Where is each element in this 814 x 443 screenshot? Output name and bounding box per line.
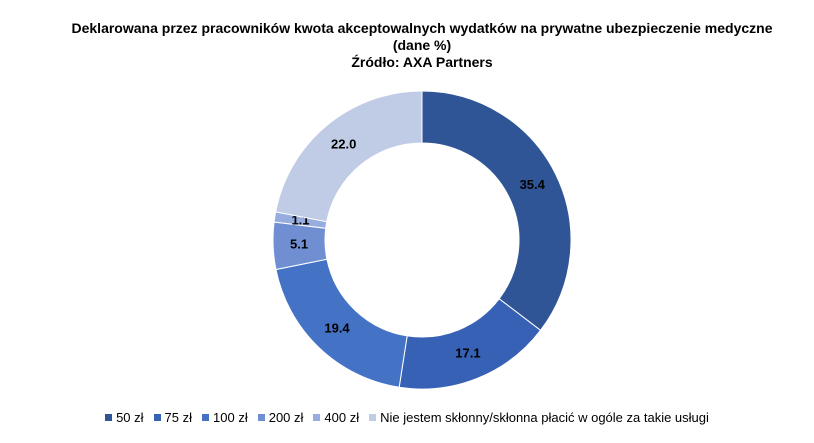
slice xyxy=(275,90,423,223)
legend-label: Nie jestem skłonny/skłonna płacić w ogól… xyxy=(380,410,709,425)
data-label: 17.1 xyxy=(455,346,480,361)
data-label: 19.4 xyxy=(324,320,350,335)
legend-item: 100 zł xyxy=(202,410,248,425)
legend-label: 75 zł xyxy=(164,410,193,425)
legend-item: 50 zł xyxy=(105,410,144,425)
legend-swatch xyxy=(202,414,210,421)
data-label: 35.4 xyxy=(520,177,546,192)
legend-label: 400 zł xyxy=(324,410,360,425)
legend-swatch xyxy=(369,414,377,421)
legend-swatch xyxy=(105,414,113,421)
chart-title: Deklarowana przez pracowników kwota akce… xyxy=(71,20,773,53)
legend-item: 200 zł xyxy=(257,410,304,425)
data-label: 5.1 xyxy=(290,236,308,251)
chart-subtitle: Źródło: AXA Partners xyxy=(351,54,493,70)
legend-item: Nie jestem skłonny/skłonna płacić w ogól… xyxy=(369,410,709,425)
legend: 50 zł 75 zł 100 zł 200 zł 400 zł Nie jestem s… xyxy=(0,410,814,425)
legend-swatch xyxy=(153,414,161,421)
legend-swatch xyxy=(257,414,265,421)
data-label: 22.0 xyxy=(331,137,356,152)
legend-item: 75 zł xyxy=(153,410,193,425)
legend-swatch xyxy=(313,414,321,421)
legend-item: 400 zł xyxy=(313,410,359,425)
titles: Deklarowana przez pracowników kwota akce… xyxy=(47,20,797,71)
slice xyxy=(421,90,572,332)
legend-label: 50 zł xyxy=(116,410,144,425)
legend-label: 200 zł xyxy=(268,410,304,425)
legend-label: 100 zł xyxy=(213,410,248,425)
